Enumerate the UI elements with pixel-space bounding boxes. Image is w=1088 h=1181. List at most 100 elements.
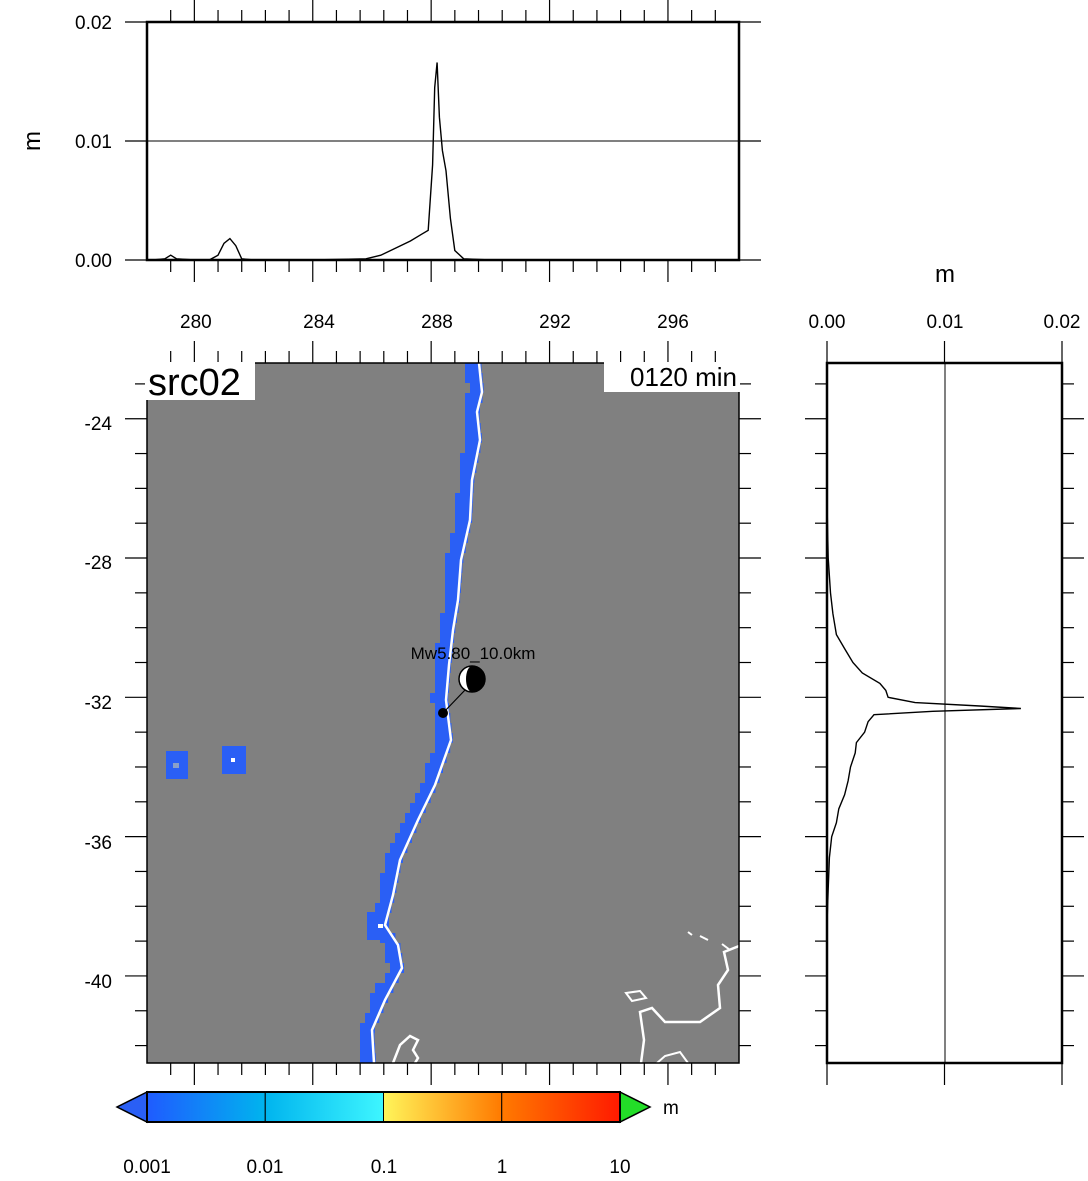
wave-cell-12 xyxy=(460,483,474,493)
colorbar-segment-3 xyxy=(501,1091,621,1123)
wave-cell-2 xyxy=(470,383,484,393)
epicenter-marker xyxy=(438,708,448,718)
wave-cell-3 xyxy=(465,393,483,403)
wave-cell-42 xyxy=(420,783,436,793)
wave-cell-11 xyxy=(460,473,475,483)
wave-cell-4 xyxy=(465,403,480,413)
right-panel-ticks xyxy=(805,341,1084,1085)
right-xtick-label-1: 0.01 xyxy=(927,312,964,333)
map-panel: Mw5.80_10.0km src02 0120 min 280 284 288… xyxy=(85,312,761,1085)
epicenter-leader-line xyxy=(442,688,467,714)
wave-cell-32 xyxy=(435,683,449,693)
colorbar-tick-label-3: 1 xyxy=(497,1157,508,1178)
wave-cell-37 xyxy=(435,733,453,743)
wave-cell-63 xyxy=(370,993,389,1003)
map-frame xyxy=(146,362,740,1064)
colorbar: m 0.001 0.01 0.1 1 10 xyxy=(115,1090,679,1178)
wave-cell-20 xyxy=(445,563,463,573)
wave-cell-0 xyxy=(465,363,482,373)
shallow-wave-band xyxy=(360,363,484,1063)
wave-cell-52 xyxy=(380,883,397,893)
wave-cell-34 xyxy=(435,703,449,713)
map-xtick-label-4: 296 xyxy=(657,312,689,333)
wave-cell-59 xyxy=(385,953,403,963)
map-xtick-label-3: 292 xyxy=(539,312,571,333)
eastern-coastline-2 xyxy=(656,1050,689,1063)
title-box xyxy=(145,362,255,400)
wave-cell-10 xyxy=(460,463,477,473)
small-islands xyxy=(687,931,731,951)
wave-cell-71 xyxy=(378,924,383,928)
wave-cell-24 xyxy=(445,603,459,613)
wave-cell-23 xyxy=(445,593,461,603)
wave-cell-58 xyxy=(385,943,401,953)
wave-cell-44 xyxy=(410,803,426,813)
wave-cell-43 xyxy=(415,793,431,803)
wave-cell-47 xyxy=(395,833,412,843)
wave-cell-26 xyxy=(440,623,456,633)
top-profile-panel: 0.02 0.01 0.00 m xyxy=(19,0,761,282)
colorbar-segment-0 xyxy=(146,1091,266,1123)
wave-cell-49 xyxy=(385,853,403,863)
map-ytick-label-0: -24 xyxy=(85,414,113,435)
right-xtick-label-0: 0.00 xyxy=(809,312,846,333)
wave-cell-65 xyxy=(365,1013,380,1023)
colorbar-tick-label-0: 0.001 xyxy=(123,1157,171,1178)
wave-cell-68 xyxy=(360,1043,376,1053)
island-1 xyxy=(173,763,179,768)
wave-cell-39 xyxy=(430,753,447,763)
wave-cell-14 xyxy=(455,503,473,513)
wave-cell-8 xyxy=(465,443,481,453)
top-panel-ticks xyxy=(125,0,761,282)
wave-cell-9 xyxy=(460,453,479,463)
right-panel-frame xyxy=(825,361,1064,1065)
colorbar-tick-label-1: 0.01 xyxy=(247,1157,284,1178)
wave-cell-1 xyxy=(465,373,483,383)
wave-cell-22 xyxy=(445,583,461,593)
wave-cell-67 xyxy=(360,1033,375,1043)
top-ytick-label-0: 0.02 xyxy=(75,13,112,34)
colorbar-tick-label-4: 10 xyxy=(609,1157,630,1178)
right-profile-panel: m 0.00 0.01 0.02 xyxy=(805,261,1084,1085)
colorbar-frame xyxy=(146,1091,621,1123)
map-xtick-label-1: 284 xyxy=(303,312,335,333)
wave-cell-30 xyxy=(435,663,451,673)
map-ytick-label-1: -28 xyxy=(85,553,112,574)
timestamp-label: 0120 min xyxy=(630,362,737,392)
map-ticks xyxy=(125,341,761,1085)
wave-cell-40 xyxy=(425,763,443,773)
wave-cell-60 xyxy=(390,963,404,973)
latitude-profile-line xyxy=(826,502,1021,924)
wave-cell-35 xyxy=(435,713,451,723)
wave-cell-46 xyxy=(400,823,417,833)
wave-cell-13 xyxy=(455,493,474,503)
top-ytick-label-2: 0.00 xyxy=(75,251,112,272)
wave-cell-33 xyxy=(430,693,449,703)
focal-mechanism-icon xyxy=(458,665,486,693)
wave-cell-21 xyxy=(445,573,462,583)
wave-cell-15 xyxy=(455,513,473,523)
wave-cell-62 xyxy=(375,983,394,993)
wave-cell-27 xyxy=(440,633,455,643)
coastline xyxy=(370,363,484,1063)
map-ytick-label-4: -40 xyxy=(85,972,112,993)
wave-cell-25 xyxy=(440,613,457,623)
wave-cell-16 xyxy=(455,523,471,533)
wave-cell-48 xyxy=(390,843,408,853)
colorbar-segment-2 xyxy=(383,1091,503,1123)
wave-cell-69 xyxy=(360,1053,376,1063)
earthquake-label: Mw5.80_10.0km xyxy=(411,644,536,663)
wave-cell-38 xyxy=(435,743,451,753)
lake-outline xyxy=(624,989,648,1003)
colorbar-segment-1 xyxy=(264,1091,384,1123)
colorbar-unit: m xyxy=(663,1098,679,1119)
colorbar-tick-label-2: 0.1 xyxy=(371,1157,397,1178)
wave-cell-64 xyxy=(370,1003,384,1013)
map-title: src02 xyxy=(148,362,241,404)
wave-cell-66 xyxy=(360,1023,375,1033)
wave-cell-6 xyxy=(465,423,481,433)
map-ytick-label-3: -36 xyxy=(85,833,112,854)
map-xtick-label-2: 288 xyxy=(421,312,453,333)
island-2 xyxy=(231,758,235,762)
